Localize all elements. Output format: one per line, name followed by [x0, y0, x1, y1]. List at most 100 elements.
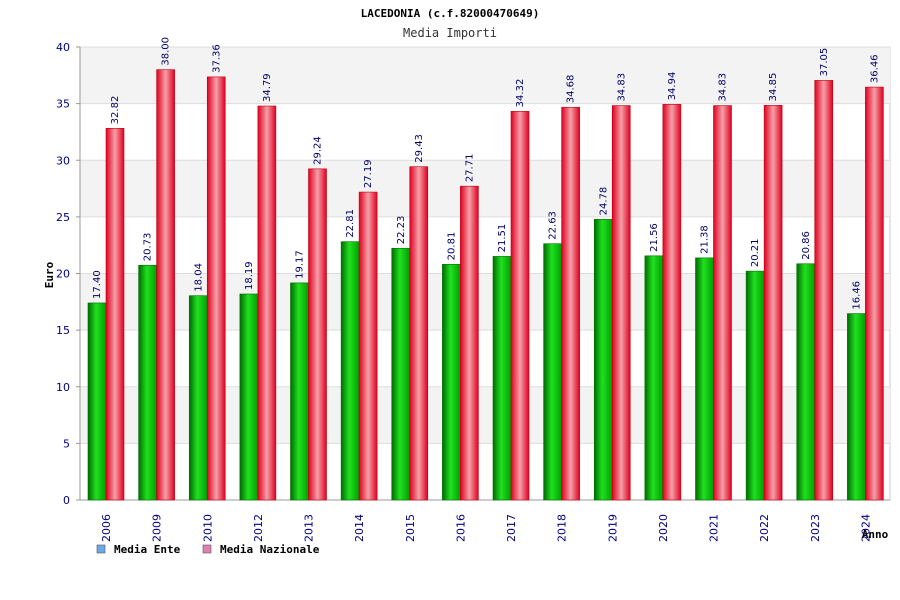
data-labels: 17.40 32.82 20.73 38.00 18.04 37.36 18.19 34.79…	[92, 37, 880, 310]
bar-media-ente-2019	[593, 219, 613, 501]
data-label: 18.04	[193, 263, 204, 292]
y-tick-label: 25	[56, 211, 70, 224]
x-tick-label: 2010	[201, 514, 214, 542]
data-label: 29.24	[313, 136, 324, 165]
x-tick-label: 2022	[758, 514, 771, 542]
x-tick-label: 2012	[252, 514, 265, 542]
bar-media-ente-2014	[340, 241, 360, 501]
y-axis-label: Euro	[43, 261, 56, 288]
bar-media-ente-2015	[391, 247, 411, 501]
bar-media-ente-2017	[492, 256, 512, 501]
y-tick-label: 0	[63, 494, 70, 507]
bar-media-ente-2009	[138, 264, 157, 501]
legend-entry: Media Nazionale	[220, 543, 320, 556]
data-label: 21.51	[497, 224, 508, 253]
data-label: 20.86	[801, 231, 812, 260]
y-tick-label: 40	[56, 41, 70, 54]
data-label: 37.05	[819, 48, 830, 77]
x-tick-label: 2015	[404, 514, 417, 542]
y-tick-label: 35	[56, 98, 70, 111]
x-axis: 2006 2009 2010 2012 2013 2014 2015 2016 2017 2018…	[100, 514, 872, 542]
bar-media-ente-2006	[87, 302, 107, 501]
data-label: 27.71	[464, 154, 475, 183]
bar-media-nazionale-2012	[257, 105, 277, 501]
data-label: 34.32	[515, 79, 526, 108]
data-label: 21.56	[649, 223, 660, 252]
x-tick-label: 2016	[454, 514, 467, 542]
bar-media-ente-2023	[796, 263, 816, 501]
bar-media-ente-2024	[847, 313, 866, 501]
bar-media-nazionale-2014	[358, 191, 378, 501]
bar-media-ente-2022	[745, 270, 765, 501]
data-label: 22.23	[396, 216, 407, 245]
y-tick-label: 30	[56, 154, 70, 167]
data-label: 24.78	[598, 187, 609, 216]
bar-media-ente-2016	[442, 264, 461, 501]
bar-media-nazionale-2024	[865, 86, 884, 501]
bar-media-ente-2010	[188, 295, 208, 501]
x-tick-label: 2019	[606, 514, 619, 542]
x-axis-label: Anno	[862, 528, 889, 541]
data-label: 22.63	[548, 211, 559, 240]
data-label: 21.38	[700, 225, 711, 254]
x-tick-label: 2009	[151, 514, 164, 542]
bar-media-nazionale-2017	[510, 111, 530, 501]
data-label: 36.46	[869, 54, 880, 83]
bar-media-nazionale-2018	[561, 106, 580, 501]
bar-media-ente-2021	[695, 257, 714, 501]
bar-media-nazionale-2019	[611, 105, 631, 501]
x-tick-label: 2024	[859, 514, 872, 542]
legend-swatch	[96, 544, 106, 554]
data-label: 20.81	[446, 232, 457, 261]
y-tick-label: 10	[56, 381, 70, 394]
data-label: 20.73	[143, 233, 154, 262]
chart-title: LACEDONIA (c.f.82000470649)	[361, 7, 540, 20]
bar-media-nazionale-2013	[308, 168, 327, 501]
data-label: 19.17	[295, 250, 306, 279]
data-label: 27.19	[363, 159, 374, 188]
data-label: 18.19	[244, 261, 255, 290]
data-label: 34.79	[262, 73, 273, 102]
data-label: 32.82	[110, 96, 121, 125]
x-tick-label: 2017	[505, 514, 518, 542]
x-tick-label: 2021	[708, 514, 721, 542]
data-label: 16.46	[851, 281, 862, 310]
data-label: 34.68	[566, 75, 577, 104]
x-tick-label: 2020	[657, 514, 670, 542]
data-label: 29.43	[414, 134, 425, 163]
chart-subtitle: Media Importi	[403, 26, 497, 40]
y-axis: 0 5 10 15 20 25 30 35 40	[56, 41, 80, 507]
bar-media-ente-2013	[290, 282, 309, 501]
data-label: 34.83	[718, 73, 729, 102]
bars	[87, 69, 884, 501]
data-label: 17.40	[92, 270, 103, 299]
bar-media-nazionale-2020	[662, 104, 682, 501]
data-label: 22.81	[345, 209, 356, 238]
data-label: 37.36	[211, 44, 222, 73]
data-label: 34.83	[616, 73, 627, 102]
data-label: 38.00	[161, 37, 172, 66]
y-tick-label: 20	[56, 268, 70, 281]
bar-media-ente-2012	[239, 293, 259, 501]
bar-media-nazionale-2023	[814, 80, 834, 501]
y-tick-label: 15	[56, 324, 70, 337]
legend: Media Ente Media Nazionale	[96, 543, 320, 556]
x-tick-label: 2006	[100, 514, 113, 542]
data-label: 20.21	[750, 238, 761, 267]
bar-media-nazionale-2010	[206, 76, 226, 501]
data-label: 34.85	[768, 73, 779, 102]
x-tick-label: 2013	[303, 514, 316, 542]
bar-media-nazionale-2009	[156, 69, 175, 501]
bar-media-nazionale-2015	[409, 166, 429, 501]
legend-swatch	[202, 544, 212, 554]
bar-media-ente-2018	[543, 243, 562, 501]
bar-media-nazionale-2021	[713, 105, 732, 501]
bar-media-nazionale-2016	[460, 185, 479, 501]
x-tick-label: 2014	[353, 514, 366, 542]
bar-media-nazionale-2022	[763, 105, 783, 501]
bar-media-ente-2020	[644, 255, 664, 501]
x-tick-label: 2023	[809, 514, 822, 542]
y-tick-label: 5	[63, 437, 70, 450]
x-tick-label: 2018	[556, 514, 569, 542]
